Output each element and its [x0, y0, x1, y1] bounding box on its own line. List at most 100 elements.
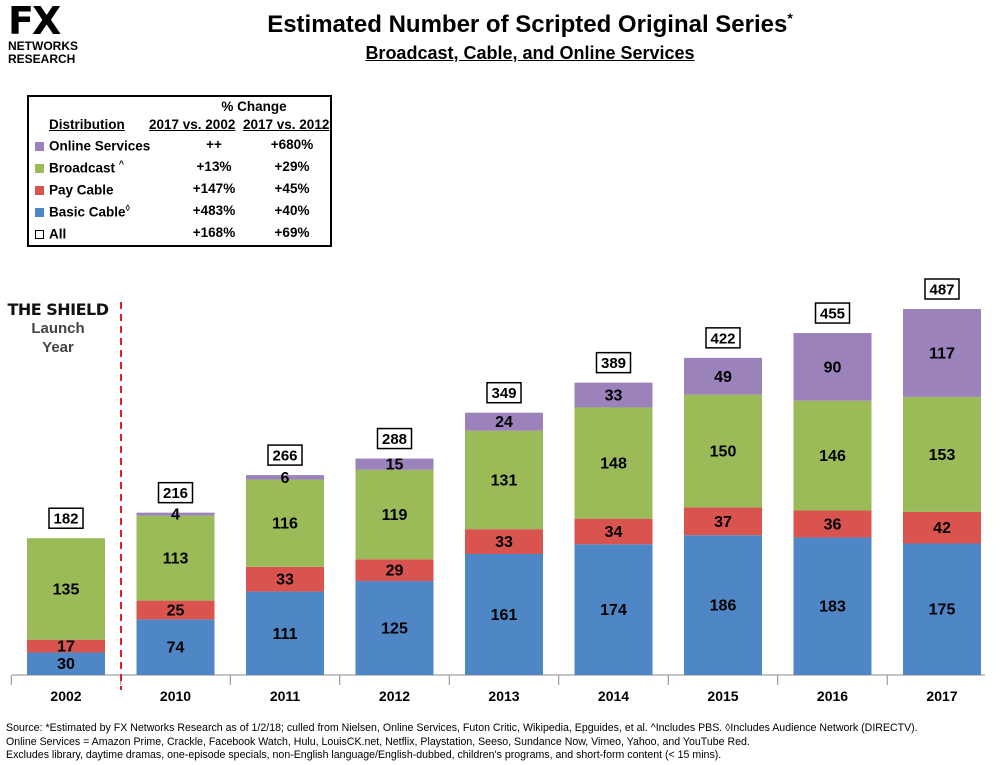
legend-series-name: All	[49, 226, 67, 242]
legend-row: Online Services ++ +680%	[29, 137, 330, 159]
data-label: 17	[57, 639, 75, 656]
legend-change-2002: +483%	[192, 203, 236, 218]
bar-segment	[574, 518, 653, 545]
legend-series-name: Basic Cable◊	[49, 203, 130, 220]
total-label-box	[814, 302, 851, 324]
legend-swatch	[35, 142, 44, 151]
source-line-2: Online Services = Amazon Prime, Crackle,…	[6, 735, 750, 748]
data-label: 183	[819, 599, 846, 616]
bar-segment	[136, 512, 215, 516]
bar-segment	[27, 652, 105, 675]
legend-col-distribution: Distribution	[49, 117, 125, 132]
bar-segment	[793, 537, 872, 675]
chart-subtitle: Broadcast, Cable, and Online Services	[365, 43, 695, 63]
data-label: 49	[714, 369, 732, 386]
total-label-box	[705, 327, 741, 349]
legend-header: % Change	[221, 99, 287, 114]
data-label: 6	[281, 470, 290, 487]
x-tick-label: 2011	[270, 688, 301, 704]
total-label-box	[48, 507, 84, 529]
data-label: 186	[710, 598, 737, 615]
bar-segment	[684, 535, 762, 675]
legend-change-2012: +680%	[270, 137, 314, 152]
data-label: 15	[386, 457, 404, 474]
logo-brand: FX	[8, 0, 61, 43]
shield-annotation-line2: Year	[42, 339, 74, 356]
data-label: 161	[491, 607, 518, 624]
bar-segment	[684, 507, 762, 536]
data-label: 25	[167, 602, 185, 619]
data-label: 146	[819, 448, 846, 465]
data-label: 24	[495, 414, 513, 431]
legend-change-2002: +168%	[192, 225, 236, 240]
data-label: 113	[163, 551, 189, 568]
bar-segment	[903, 543, 981, 675]
bar-segment	[903, 396, 981, 512]
data-label: 148	[600, 456, 627, 473]
legend-swatch	[35, 186, 44, 195]
bar-segment	[465, 554, 543, 675]
legend-series-name: Pay Cable	[49, 182, 114, 198]
legend-change-2012: +29%	[274, 159, 310, 174]
bar-segment	[246, 475, 324, 480]
data-label: 34	[605, 524, 623, 541]
x-tick-label: 2016	[817, 688, 848, 704]
shield-annotation: THE SHIELD Launch Year	[2, 300, 114, 357]
total-label: 422	[710, 330, 735, 347]
bar-segment	[903, 309, 981, 397]
x-tick-label: 2017	[926, 688, 957, 704]
bar-segment	[793, 333, 872, 401]
data-label: 90	[824, 359, 842, 376]
bar-segment	[136, 619, 215, 675]
data-label: 125	[381, 621, 408, 638]
total-label-box	[595, 351, 632, 374]
legend-change-2012: +40%	[274, 203, 310, 218]
bar-segment	[903, 511, 981, 544]
legend-col-2017-vs-2012: 2017 vs. 2012	[243, 117, 330, 132]
bar-segment	[136, 515, 215, 601]
total-label: 487	[929, 282, 954, 299]
data-label: 111	[273, 626, 298, 643]
bar-segment	[355, 469, 434, 560]
bar-segment	[684, 394, 762, 508]
x-tick-label: 2013	[488, 688, 519, 704]
x-tick-label: 2015	[707, 688, 738, 704]
bar-segment	[793, 400, 872, 511]
data-label: 36	[824, 516, 842, 533]
legend-swatch	[35, 230, 44, 239]
data-label: 42	[933, 520, 951, 537]
bar-segment	[136, 600, 215, 620]
fx-logo: FX NETWORKS RESEARCH	[8, 2, 98, 66]
data-label: 135	[53, 581, 80, 598]
logo-line1: NETWORKS	[8, 39, 78, 53]
total-label-box	[376, 427, 413, 450]
total-label-box	[157, 481, 194, 504]
total-label-box	[924, 278, 960, 300]
total-label: 216	[163, 485, 188, 502]
bar-segment	[246, 566, 324, 592]
data-label: 74	[167, 640, 185, 657]
x-tick-label: 2010	[160, 688, 191, 704]
bar-segment	[355, 559, 434, 582]
data-label: 33	[605, 388, 623, 405]
data-label: 153	[929, 447, 956, 464]
source-line-1: Source: *Estimated by FX Networks Resear…	[6, 722, 918, 734]
bar-segment	[465, 430, 543, 530]
legend-row: All +168% +69%	[29, 225, 330, 247]
data-label: 150	[710, 444, 737, 461]
bar-segment	[27, 538, 105, 640]
shield-annotation-title: THE SHIELD	[7, 300, 109, 319]
data-label: 4	[171, 507, 180, 524]
total-label: 455	[820, 306, 845, 323]
bar-segment	[574, 544, 653, 675]
data-label: 29	[386, 563, 404, 580]
title-footnote-mark: *	[787, 10, 793, 26]
bar-segment	[465, 412, 543, 431]
legend-change-2002: ++	[206, 137, 222, 152]
bar-segment	[574, 382, 653, 408]
legend-table: % Change Distribution 2017 vs. 2002 2017…	[27, 95, 332, 247]
legend-col-2017-vs-2002: 2017 vs. 2002	[149, 117, 236, 132]
legend-change-2002: +147%	[192, 181, 236, 196]
data-label: 116	[272, 516, 298, 533]
